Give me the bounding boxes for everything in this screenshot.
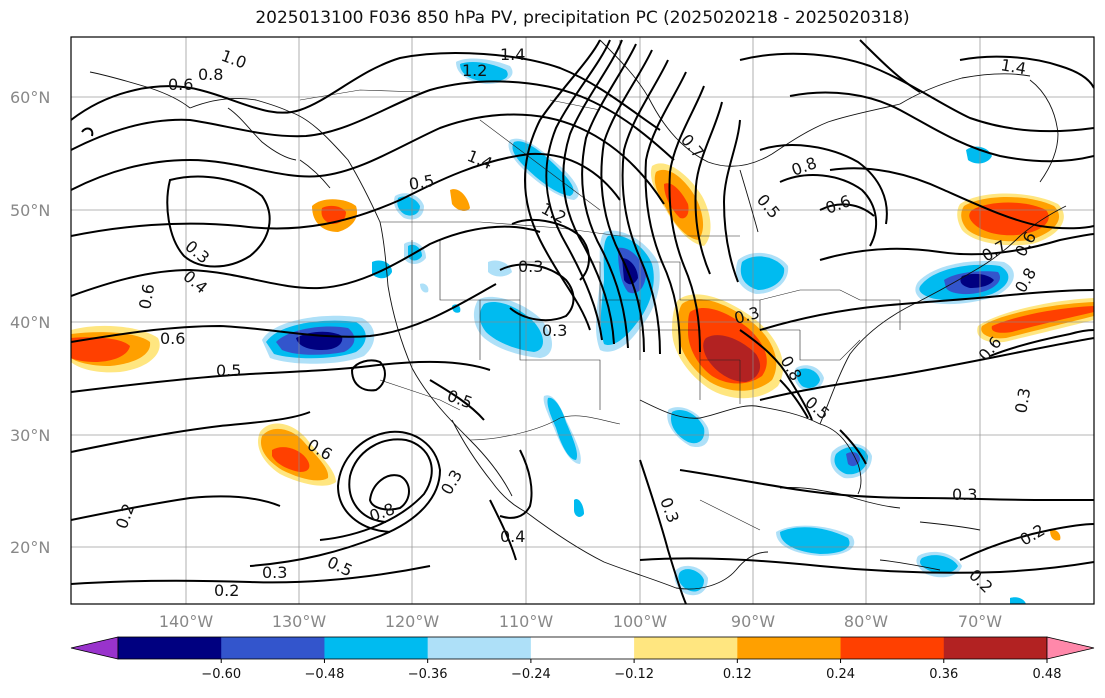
contour-label: 1.2 xyxy=(462,61,487,80)
lon-label: 130°W xyxy=(272,612,327,631)
contour-label: 1.4 xyxy=(500,45,525,64)
contour-label: 0.3 xyxy=(1011,386,1034,414)
lon-label: 140°W xyxy=(159,612,214,631)
colorbar-cell xyxy=(737,637,842,659)
map-area: 1.0 0.8 0.6 1.4 1.2 1.4 1.2 0.5 1.4 0.7 … xyxy=(71,37,1094,604)
contour-label: 0.3 xyxy=(952,485,977,504)
colorbar-tick-label: −0.24 xyxy=(511,667,551,682)
colorbar-cell xyxy=(221,637,325,659)
lat-label: 60°N xyxy=(10,88,50,107)
plot-background xyxy=(71,37,1094,604)
colorbar-cell xyxy=(840,637,945,659)
colorbar-cell xyxy=(943,637,1048,659)
lon-label: 90°W xyxy=(731,612,775,631)
map-title: 2025013100 F036 850 hPa PV, precipitatio… xyxy=(255,8,910,28)
lon-label: 100°W xyxy=(613,612,668,631)
contour-label: 0.2 xyxy=(214,581,239,600)
colorbar-tick-label: −0.36 xyxy=(408,667,448,682)
lon-label: 110°W xyxy=(499,612,554,631)
lon-label: 80°W xyxy=(844,612,888,631)
contour-label: 0.5 xyxy=(216,361,241,380)
contour-label: 0.5 xyxy=(407,171,435,194)
contour-label: 0.6 xyxy=(135,282,158,310)
lon-label: 70°W xyxy=(958,612,1002,631)
map-frame xyxy=(70,36,1095,605)
lat-label: 40°N xyxy=(10,313,50,332)
pv-contours xyxy=(71,39,1094,604)
contour-label: 0.4 xyxy=(500,527,525,546)
contour-label: 0.6 xyxy=(168,75,193,94)
lat-label: 30°N xyxy=(10,426,50,445)
contour-label: 0.3 xyxy=(262,563,287,582)
contour-label: 0.3 xyxy=(518,257,543,276)
colorbar-tick-label: 0.48 xyxy=(1033,667,1062,682)
contour-label: 0.6 xyxy=(160,329,185,348)
lat-label: 50°N xyxy=(10,201,50,220)
lat-label: 20°N xyxy=(10,538,50,557)
colorbar: −0.60 −0.48 −0.36 −0.24 −0.12 0.12 0.24 0.36 0.4… xyxy=(70,636,1095,682)
colorbar-extend-low xyxy=(70,636,119,660)
contour-label: 0.3 xyxy=(542,321,567,340)
longitude-labels: 140°W 130°W 120°W 110°W 100°W 90°W 80°W … xyxy=(159,612,1002,631)
contour-label: 1.4 xyxy=(999,55,1027,78)
colorbar-extend-high xyxy=(1046,636,1095,660)
colorbar-tick-label: 0.12 xyxy=(723,667,752,682)
latitude-labels: 60°N 50°N 40°N 30°N 20°N xyxy=(10,88,50,557)
colorbar-cell xyxy=(427,637,532,659)
colorbar-tick-label: 0.36 xyxy=(929,667,958,682)
colorbar-cell xyxy=(324,637,429,659)
contour-label: 0.8 xyxy=(198,65,223,84)
colorbar-tick-label: 0.24 xyxy=(826,667,855,682)
colorbar-tick-label: −0.12 xyxy=(614,667,654,682)
colorbar-tick-label: −0.48 xyxy=(305,667,345,682)
lon-label: 120°W xyxy=(385,612,440,631)
colorbar-tick-label: −0.60 xyxy=(201,667,241,682)
colorbar-cell xyxy=(530,637,635,659)
political-boundaries xyxy=(299,40,901,531)
colorbar-cell xyxy=(634,637,738,659)
colorbar-cell xyxy=(118,637,222,659)
